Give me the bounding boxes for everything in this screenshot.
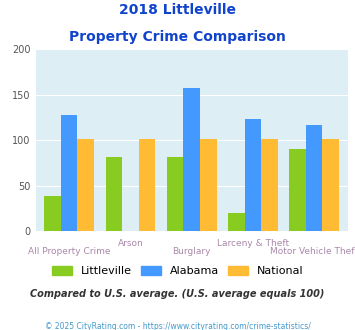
Bar: [322, 139, 339, 231]
Bar: [106, 157, 122, 231]
Bar: [228, 213, 245, 231]
Bar: [167, 157, 184, 231]
Text: 2018 Littleville: 2018 Littleville: [119, 3, 236, 17]
Bar: [289, 149, 306, 231]
Bar: [77, 139, 94, 231]
Bar: [245, 119, 261, 231]
Bar: [200, 139, 217, 231]
Text: Compared to U.S. average. (U.S. average equals 100): Compared to U.S. average. (U.S. average …: [30, 289, 325, 299]
Bar: [139, 139, 155, 231]
Bar: [261, 139, 278, 231]
Text: © 2025 CityRating.com - https://www.cityrating.com/crime-statistics/: © 2025 CityRating.com - https://www.city…: [45, 322, 310, 330]
Legend: Littleville, Alabama, National: Littleville, Alabama, National: [48, 261, 307, 280]
Text: Arson: Arson: [118, 239, 143, 248]
Bar: [44, 196, 61, 231]
Bar: [61, 115, 77, 231]
Text: All Property Crime: All Property Crime: [28, 248, 110, 256]
Text: Motor Vehicle Theft: Motor Vehicle Theft: [270, 248, 355, 256]
Text: Property Crime Comparison: Property Crime Comparison: [69, 30, 286, 44]
Bar: [184, 87, 200, 231]
Text: Larceny & Theft: Larceny & Theft: [217, 239, 289, 248]
Bar: [306, 125, 322, 231]
Text: Burglary: Burglary: [173, 248, 211, 256]
